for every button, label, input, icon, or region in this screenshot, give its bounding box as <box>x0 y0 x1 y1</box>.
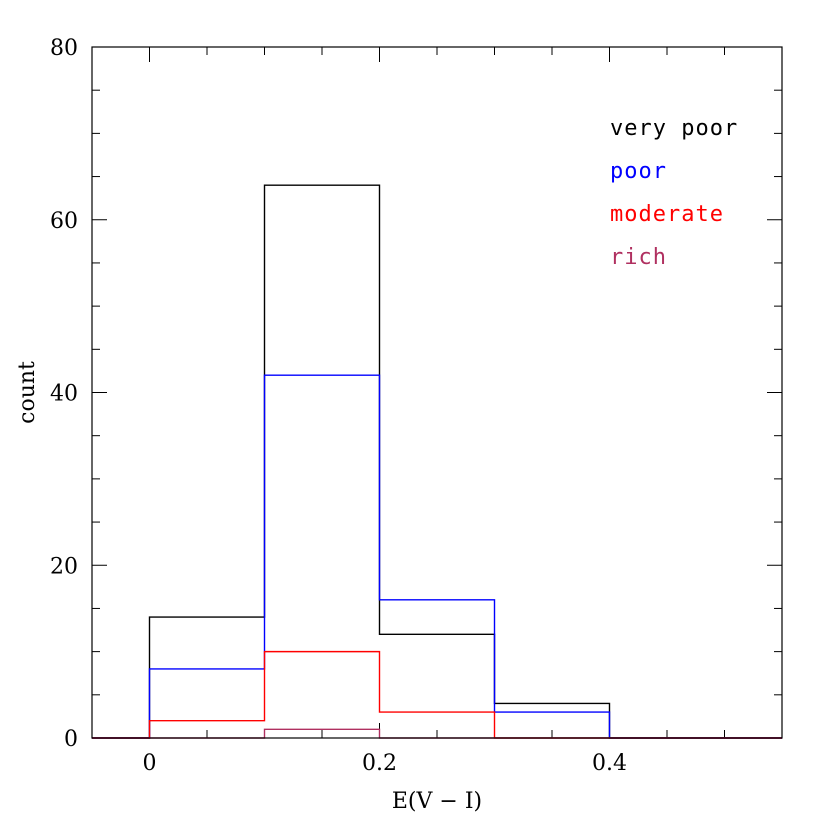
x-tick-label: 0 <box>143 751 157 776</box>
x-axis-title: E(V − I) <box>392 789 482 814</box>
histogram-series-moderate <box>92 650 782 739</box>
y-axis-title: count <box>15 361 40 424</box>
axis-ticks <box>91 46 783 739</box>
y-tick-label: 40 <box>50 382 78 407</box>
y-tick-label: 80 <box>50 36 78 61</box>
y-tick-labels: 0 20 40 60 80 <box>50 36 78 752</box>
y-tick-label: 20 <box>50 554 78 579</box>
legend-entry: moderate <box>610 202 724 227</box>
legend-entry: rich <box>610 245 667 270</box>
series-layer <box>92 184 782 739</box>
plot-frame <box>91 46 783 739</box>
legend-entry: very poor <box>610 116 738 141</box>
x-tick-label: 0.2 <box>362 751 397 776</box>
x-tick-label: 0.4 <box>592 751 627 776</box>
y-tick-label: 60 <box>50 209 78 234</box>
y-tick-label: 0 <box>64 727 78 752</box>
histogram-series-poor <box>92 374 782 739</box>
x-tick-labels: 0 0.2 0.4 <box>143 751 628 776</box>
legend: very poor poor moderate rich <box>610 116 738 270</box>
legend-entry: poor <box>610 159 667 184</box>
histogram-series-very-poor <box>92 184 782 739</box>
